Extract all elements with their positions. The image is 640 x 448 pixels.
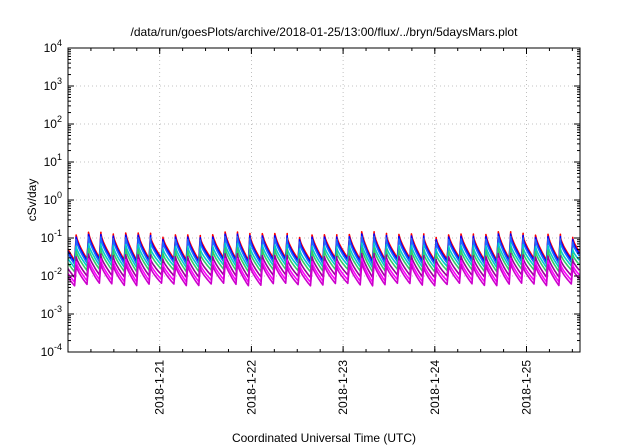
series-line-2 — [67, 233, 580, 264]
grid — [68, 48, 580, 352]
y-tick-label: 103 — [44, 76, 62, 93]
x-tick-label: 2018-1-25 — [520, 360, 534, 415]
series-line-7 — [67, 257, 580, 283]
series-line-1 — [67, 231, 580, 262]
x-tick-label: 2018-1-21 — [153, 360, 167, 415]
y-tick-label: 10-1 — [41, 228, 62, 245]
chart-title: /data/run/goesPlots/archive/2018-01-25/1… — [131, 25, 519, 39]
y-tick-label: 100 — [44, 190, 62, 207]
x-tick-label: 2018-1-22 — [244, 360, 258, 415]
y-tick-label: 104 — [44, 38, 62, 55]
x-tick-label: 2018-1-23 — [336, 360, 350, 415]
x-tick-label: 2018-1-24 — [428, 360, 442, 415]
y-axis-ticks: 10-4 10-3 10-2 10-1 100 101 102 103 104 — [41, 38, 580, 359]
x-axis-ticks: 2018-1-21 2018-1-22 2018-1-23 2018-1-24 2018… — [67, 48, 573, 415]
y-axis-label: cSv/day — [25, 179, 39, 222]
series-line-4 — [67, 242, 580, 269]
series-line-3 — [67, 235, 580, 266]
series-line-6 — [67, 252, 580, 279]
y-tick-label: 10-3 — [41, 304, 62, 321]
series-line-8 — [67, 261, 580, 287]
series-line-5 — [67, 247, 580, 273]
y-tick-label: 10-4 — [41, 342, 62, 359]
y-tick-label: 102 — [44, 114, 62, 131]
y-tick-label: 10-2 — [41, 266, 62, 283]
y-tick-label: 101 — [44, 152, 62, 169]
series-group — [67, 231, 580, 287]
x-axis-label: Coordinated Universal Time (UTC) — [232, 431, 416, 445]
